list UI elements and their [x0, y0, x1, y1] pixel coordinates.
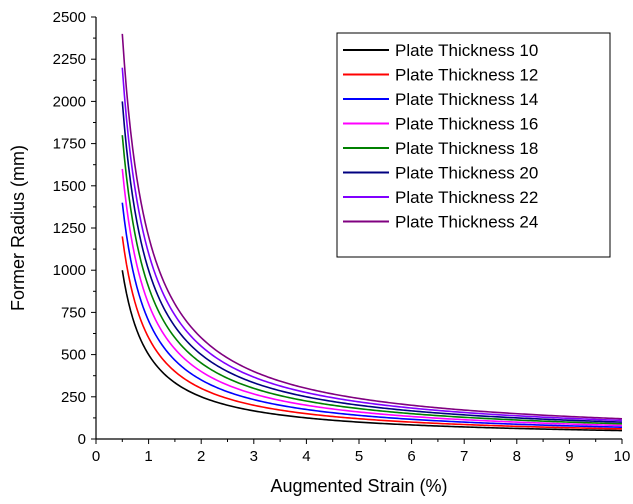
y-tick-label: 250	[61, 389, 86, 406]
y-tick-label: 1750	[53, 136, 86, 153]
legend-box	[336, 32, 611, 258]
y-tick-label: 2250	[53, 51, 86, 68]
x-tick-label: 7	[460, 448, 468, 465]
y-tick-label: 1250	[53, 220, 86, 237]
x-axis-title: Augmented Strain (%)	[270, 476, 447, 496]
curves	[121, 33, 623, 432]
legend-label-20: Plate Thickness 20	[395, 164, 538, 183]
series-line-18	[121, 135, 623, 425]
legend-label-14: Plate Thickness 14	[395, 90, 538, 109]
legend-label-12: Plate Thickness 12	[395, 66, 538, 85]
x-tick-label: 9	[565, 448, 573, 465]
y-tick-label: 1000	[53, 262, 86, 279]
y-tick-label: 2000	[53, 93, 86, 110]
legend-label-16: Plate Thickness 16	[395, 115, 538, 134]
series-line-24	[121, 33, 623, 420]
legend-label-18: Plate Thickness 18	[395, 139, 538, 158]
series-line-10	[121, 270, 623, 432]
x-tick-label: 10	[614, 448, 631, 465]
x-tick-label: 1	[144, 448, 152, 465]
legend-label-24: Plate Thickness 24	[395, 213, 538, 232]
y-axis-title: Former Radius (mm)	[8, 145, 28, 311]
series-line-20	[121, 101, 623, 423]
series-line-22	[121, 67, 623, 422]
series-line-16	[121, 168, 623, 427]
y-tick-label: 750	[61, 304, 86, 321]
y-tick-label: 2500	[53, 9, 86, 26]
x-tick-label: 4	[302, 448, 310, 465]
series-line-14	[121, 202, 623, 428]
x-tick-label: 3	[250, 448, 258, 465]
x-tick-label: 6	[407, 448, 415, 465]
y-tick-label: 500	[61, 347, 86, 364]
x-tick-label: 5	[355, 448, 363, 465]
legend: Plate Thickness 10 Plate Thickness 12 Plat…	[336, 32, 611, 258]
x-tick-label: 0	[92, 448, 100, 465]
x-tick-label: 2	[197, 448, 205, 465]
series-line-12	[121, 236, 623, 430]
legend-label-10: Plate Thickness 10	[395, 41, 538, 60]
y-tick-label: 0	[78, 431, 86, 448]
axes: 0 1 2 3 4 5 6 7 8 9 10 0 250 500 750 1000 1250 1500 1750 20…	[53, 9, 631, 465]
x-tick-label: 8	[513, 448, 521, 465]
legend-label-22: Plate Thickness 22	[395, 188, 538, 207]
y-tick-label: 1500	[53, 178, 86, 195]
